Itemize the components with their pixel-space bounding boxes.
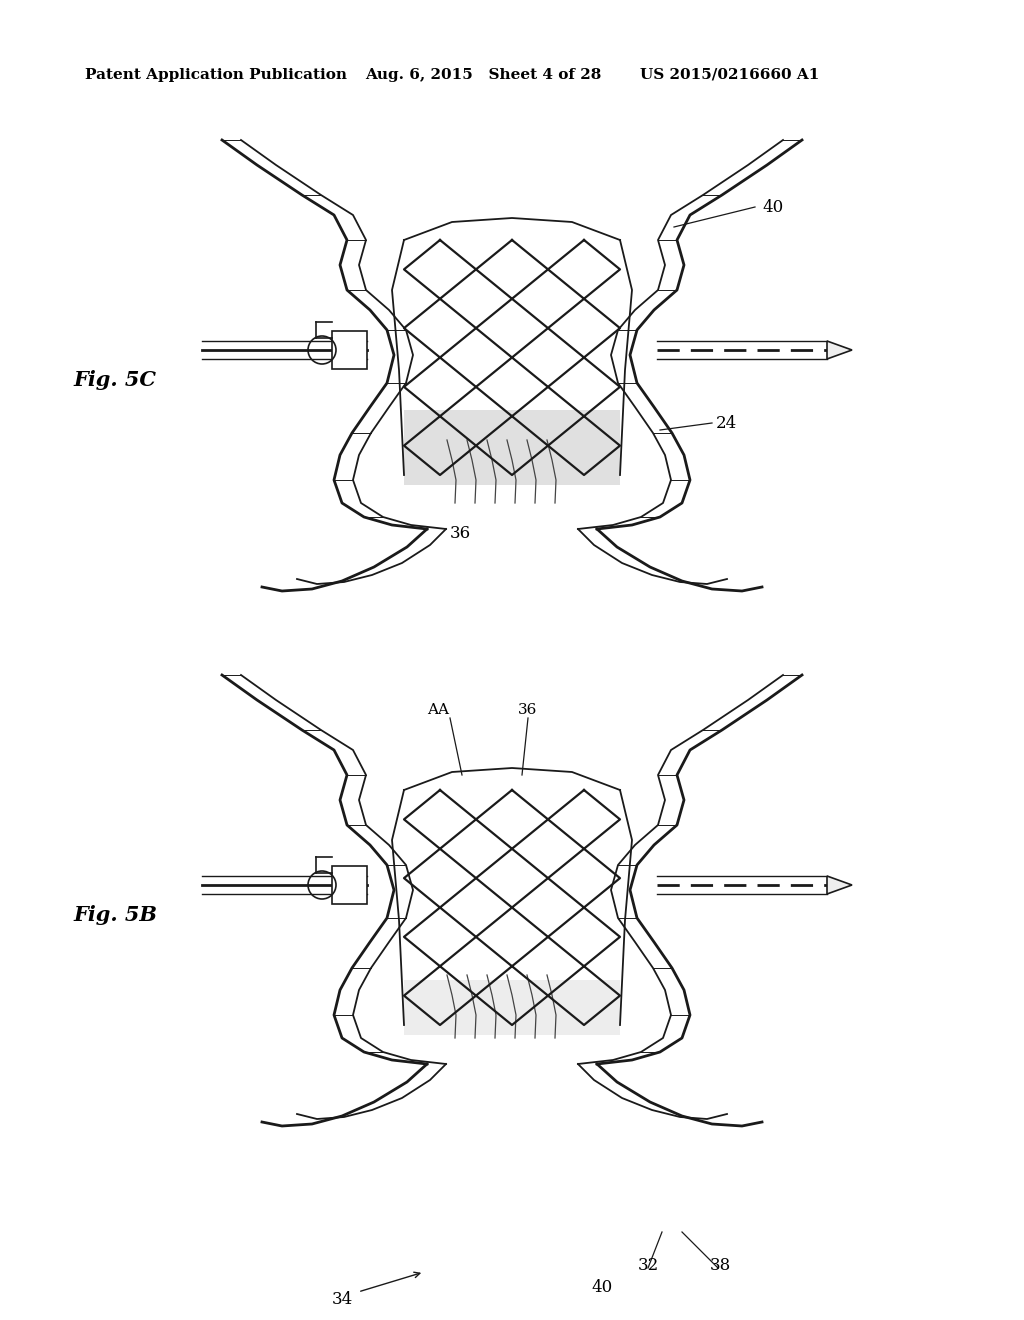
Text: Aug. 6, 2015   Sheet 4 of 28: Aug. 6, 2015 Sheet 4 of 28 — [365, 69, 601, 82]
Text: 34: 34 — [332, 1291, 352, 1308]
Text: 36: 36 — [518, 704, 538, 717]
Text: AA: AA — [427, 704, 449, 717]
Text: 40: 40 — [762, 198, 783, 215]
Bar — [404, 411, 620, 484]
Bar — [332, 331, 367, 370]
Text: US 2015/0216660 A1: US 2015/0216660 A1 — [640, 69, 819, 82]
Text: 36: 36 — [450, 525, 471, 543]
Text: 24: 24 — [716, 414, 737, 432]
Polygon shape — [827, 341, 852, 359]
Text: 32: 32 — [638, 1257, 659, 1274]
Text: Patent Application Publication: Patent Application Publication — [85, 69, 347, 82]
Bar — [404, 979, 620, 1035]
Polygon shape — [827, 876, 852, 894]
Bar — [332, 866, 367, 904]
Text: Fig. 5C: Fig. 5C — [73, 370, 156, 389]
Text: Fig. 5B: Fig. 5B — [73, 906, 157, 925]
Text: 38: 38 — [710, 1257, 731, 1274]
Text: 40: 40 — [592, 1279, 612, 1296]
